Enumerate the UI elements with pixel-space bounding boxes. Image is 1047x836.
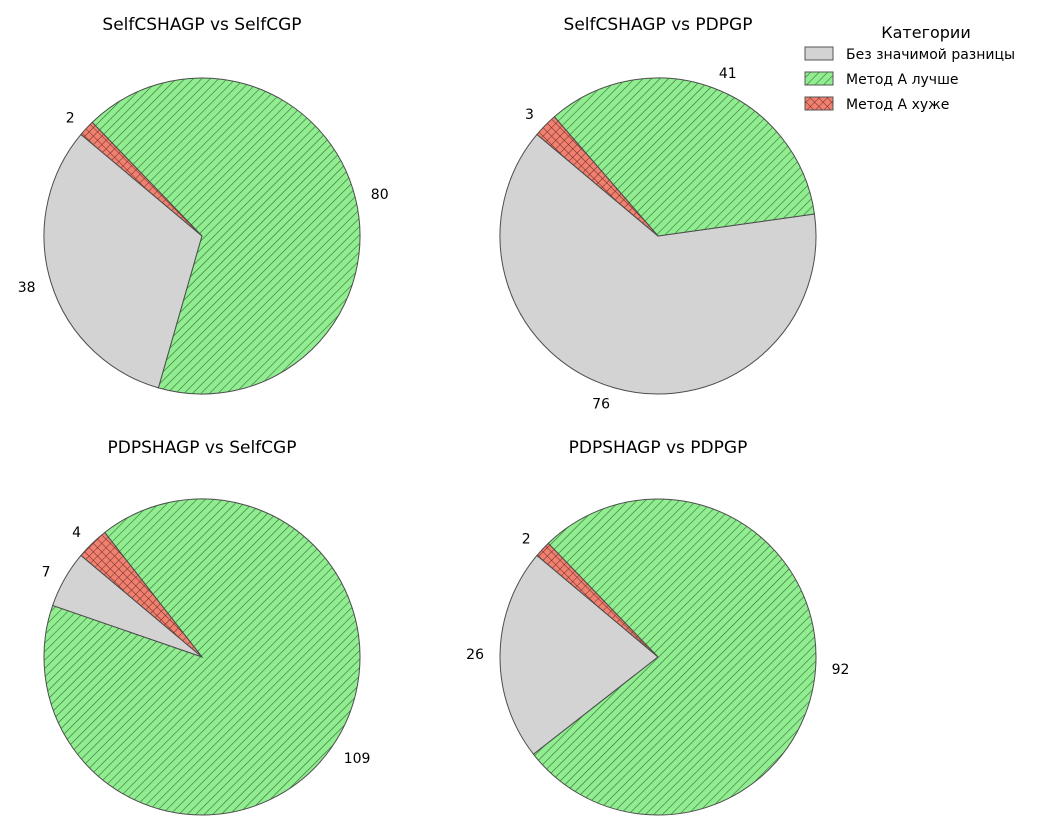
pie-title-1: SelfCSHAGP vs SelfCGP: [102, 15, 301, 35]
legend-label-1: Метод А лучше: [846, 72, 959, 88]
pie-slice-method-a-better: [553, 77, 816, 237]
legend-entry-0: Без значимой разницы: [804, 46, 1015, 63]
legend-label-0: Без значимой разницы: [846, 47, 1015, 63]
pie-slice-no-difference: [43, 133, 203, 389]
slice-value-label: 80: [371, 187, 389, 203]
slice-value-label: 2: [66, 110, 75, 126]
legend-swatch-0: [804, 46, 834, 61]
pie-chart-3: PDPSHAGP vs SelfCGP 7 109 4: [42, 438, 371, 816]
slice-value-label: 38: [18, 280, 36, 296]
pie-slice-no-difference: [499, 133, 817, 395]
pie-slice-method-a-worse: [536, 116, 659, 237]
pie-title-3: PDPSHAGP vs SelfCGP: [108, 438, 297, 458]
slice-value-label: 92: [832, 662, 850, 678]
pie-slice-no-difference: [499, 554, 659, 755]
pie-slice-method-a-worse: [80, 531, 203, 658]
legend: Категории Без значимой разницы Метод А л…: [804, 23, 1015, 113]
slice-value-label: 7: [42, 564, 51, 580]
pie-chart-1: SelfCSHAGP vs SelfCGP 38 80 2: [18, 15, 389, 395]
slice-value-label: 26: [466, 647, 484, 663]
pie-slice-method-a-better: [532, 498, 817, 816]
slice-value-label: 3: [525, 107, 534, 123]
pie-slice-method-a-better: [91, 77, 361, 395]
pie-title-4: PDPSHAGP vs PDPGP: [569, 438, 748, 458]
slice-value-label: 109: [344, 751, 371, 767]
pie-title-2: SelfCSHAGP vs PDPGP: [564, 15, 753, 35]
legend-swatch-2: [804, 96, 834, 111]
slice-value-label: 4: [72, 525, 81, 541]
legend-entry-2: Метод А хуже: [804, 96, 949, 113]
legend-label-2: Метод А хуже: [846, 97, 949, 113]
legend-swatch-1: [804, 71, 834, 86]
pie-chart-4: PDPSHAGP vs PDPGP 26 92 2: [466, 438, 850, 816]
pie-slice-method-a-worse: [536, 542, 659, 658]
slice-value-label: 2: [522, 531, 531, 547]
pie-slice-method-a-worse: [80, 121, 203, 237]
legend-entry-1: Метод А лучше: [804, 71, 959, 88]
pie-chart-2: SelfCSHAGP vs PDPGP 76 41 3: [499, 15, 817, 412]
slice-value-label: 41: [719, 66, 737, 82]
legend-title: Категории: [881, 23, 970, 42]
slice-value-label: 76: [592, 396, 610, 412]
